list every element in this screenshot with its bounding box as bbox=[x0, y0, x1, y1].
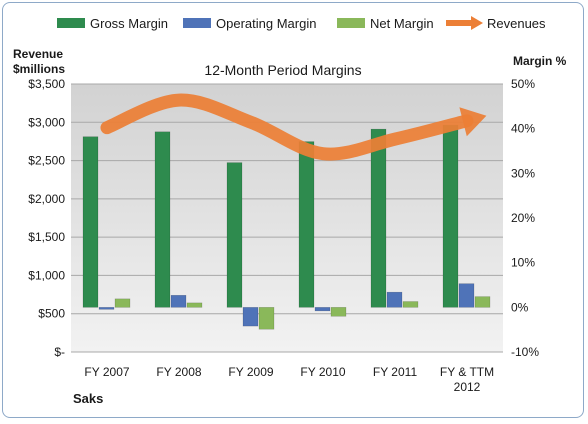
gridlines bbox=[71, 83, 503, 353]
legend-label-net-margin: Net Margin bbox=[370, 16, 434, 31]
category-label: FY 2007 bbox=[84, 365, 129, 379]
bar-operating-margin bbox=[458, 283, 475, 308]
legend: Gross Margin Operating Margin Net Margin… bbox=[57, 16, 546, 31]
left-tick-label: $3,500 bbox=[28, 77, 65, 91]
category-labels: FY 2007 FY 2008 FY 2009 FY 2010 FY 2011 FY & … bbox=[84, 365, 494, 394]
legend-swatch-net-margin bbox=[337, 18, 365, 28]
legend-label-operating-margin: Operating Margin bbox=[216, 16, 316, 31]
left-tick-label: $- bbox=[54, 345, 65, 359]
bar-operating-margin bbox=[170, 295, 187, 308]
bar-operating-margin bbox=[386, 291, 403, 308]
bar-operating-margin bbox=[98, 307, 115, 310]
right-axis-ticks: -10% 0% 10% 20% 30% 40% 50% bbox=[511, 77, 539, 359]
chart-title: 12-Month Period Margins bbox=[204, 62, 361, 78]
right-tick-label: -10% bbox=[511, 345, 539, 359]
left-tick-label: $1,500 bbox=[28, 230, 65, 244]
left-tick-label: $2,500 bbox=[28, 154, 65, 168]
chart-frame: Gross Margin Operating Margin Net Margin… bbox=[2, 2, 584, 418]
left-tick-label: $500 bbox=[38, 307, 65, 321]
category-label: FY 2011 bbox=[373, 365, 418, 379]
bar-net-margin bbox=[258, 307, 275, 330]
bar-net-margin bbox=[402, 301, 419, 308]
right-tick-label: 30% bbox=[511, 166, 535, 180]
legend-swatch-gross-margin bbox=[57, 18, 85, 28]
revenue-series bbox=[100, 93, 487, 161]
right-tick-label: 50% bbox=[511, 77, 535, 91]
category-label: FY 2010 bbox=[300, 365, 345, 379]
bar-gross-margin bbox=[226, 162, 243, 308]
company-label: Saks bbox=[73, 391, 103, 406]
right-tick-label: 40% bbox=[511, 122, 535, 136]
right-tick-label: 10% bbox=[511, 256, 535, 270]
right-tick-label: 20% bbox=[511, 211, 535, 225]
right-tick-label: 0% bbox=[511, 300, 529, 314]
bar-gross-margin bbox=[298, 141, 315, 308]
legend-arrowhead-revenues bbox=[471, 16, 483, 30]
left-axis-title-line1: Revenue bbox=[13, 47, 63, 61]
bar-net-margin bbox=[114, 298, 131, 308]
bar-operating-margin bbox=[242, 307, 259, 327]
right-axis-title: Margin % bbox=[513, 54, 567, 68]
category-label: FY & TTM 2012 bbox=[440, 365, 494, 394]
bar-gross-margin bbox=[82, 136, 99, 308]
category-label: FY 2009 bbox=[228, 365, 273, 379]
legend-label-gross-margin: Gross Margin bbox=[90, 16, 168, 31]
bar-net-margin bbox=[186, 302, 203, 308]
bar-net-margin bbox=[474, 296, 491, 308]
revenue-line bbox=[100, 93, 474, 161]
bar-gross-margin bbox=[442, 124, 459, 308]
left-axis-ticks: $- $500 $1,000 $1,500 $2,000 $2,500 $3,000 $3,5… bbox=[28, 77, 65, 359]
bar-gross-margin bbox=[370, 128, 387, 308]
left-axis-title-line2: $millions bbox=[13, 62, 65, 76]
legend-label-revenues: Revenues bbox=[487, 16, 546, 31]
left-tick-label: $3,000 bbox=[28, 115, 65, 129]
margin-bars bbox=[82, 124, 491, 330]
revenue-arrowhead bbox=[459, 107, 487, 137]
bar-operating-margin bbox=[314, 307, 331, 312]
bar-gross-margin bbox=[154, 131, 171, 308]
left-tick-label: $2,000 bbox=[28, 192, 65, 206]
bar-net-margin bbox=[330, 307, 347, 317]
left-tick-label: $1,000 bbox=[28, 268, 65, 282]
category-label: FY 2008 bbox=[156, 365, 201, 379]
margins-chart: Gross Margin Operating Margin Net Margin… bbox=[13, 16, 567, 406]
legend-swatch-operating-margin bbox=[183, 18, 211, 28]
